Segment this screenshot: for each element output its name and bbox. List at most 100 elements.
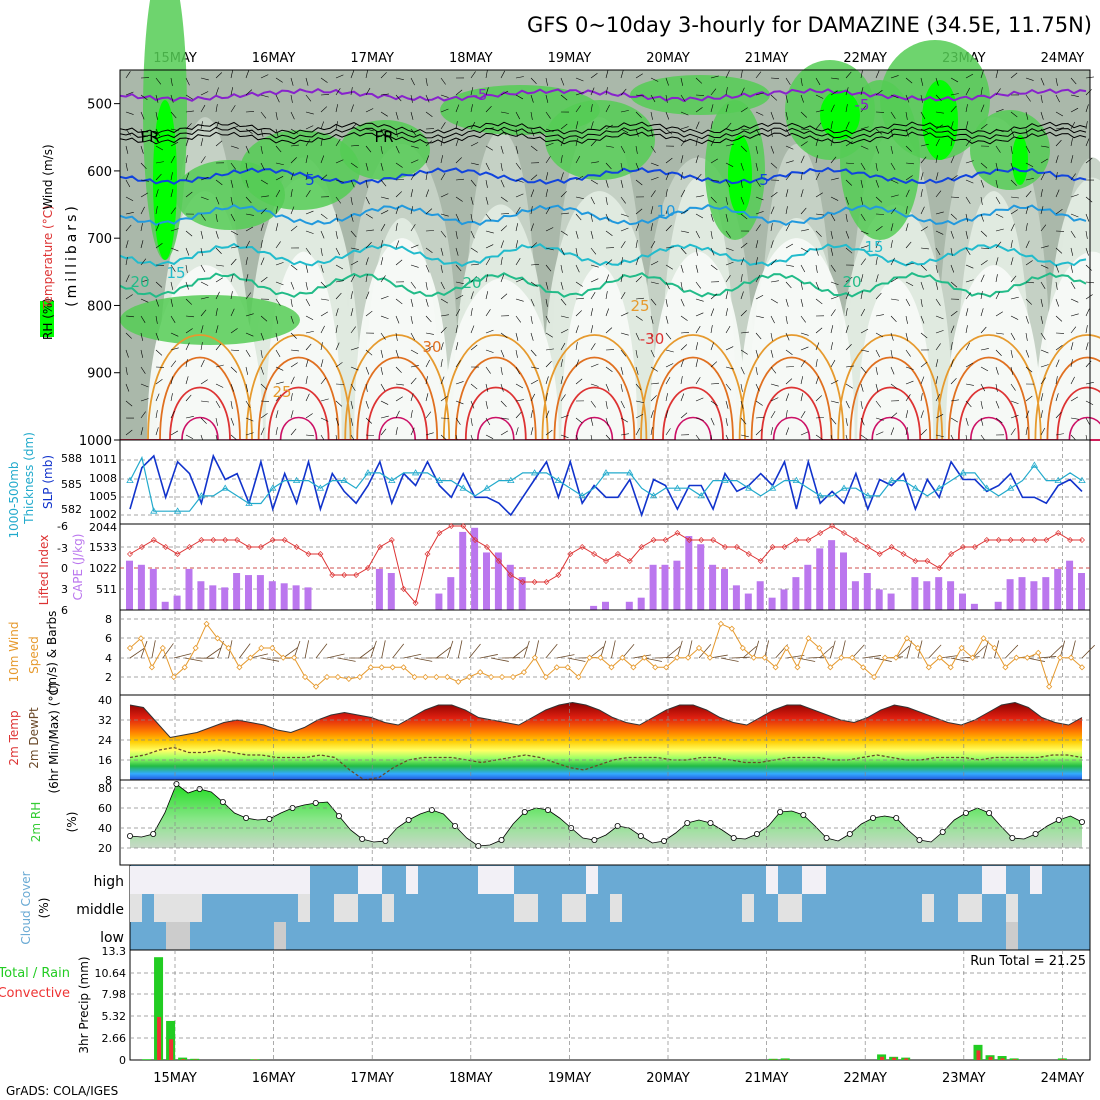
precip-total-bar [154, 957, 164, 1060]
wind-barb [1040, 128, 1047, 136]
wind-barb [245, 89, 253, 96]
wind-barb [530, 111, 533, 120]
wind10-barb [753, 640, 760, 659]
wind-barb [635, 240, 638, 249]
wind-barb [560, 376, 564, 385]
wind-barb [680, 94, 686, 102]
wind-barb [440, 434, 448, 441]
wind-barb [1085, 417, 1091, 426]
wind-barb [1070, 376, 1075, 385]
li-mark [127, 551, 133, 557]
wind-barb [545, 172, 549, 181]
wind-barb [680, 155, 684, 164]
precip-total-bar [142, 1059, 151, 1060]
cape-bar [685, 536, 693, 610]
rh-mark [591, 837, 598, 844]
temp-label-2: 2m DewPt [27, 707, 41, 769]
wind-barb [680, 332, 689, 334]
cloud-cell [238, 866, 250, 894]
cloud-cell [178, 866, 190, 894]
wind-speed-mark [892, 654, 900, 661]
wind-barb [995, 228, 1004, 232]
wind-barb [170, 360, 177, 368]
li-tick: -6 [57, 520, 68, 533]
wind-barb [155, 298, 160, 307]
wind10-barb [1038, 656, 1057, 659]
wind10-barb [720, 657, 739, 662]
li-mark [246, 544, 252, 550]
wind-barb [410, 427, 415, 436]
wind-barb [1025, 94, 1031, 102]
wind-barb [995, 366, 999, 375]
li-mark [1031, 537, 1038, 543]
wind10-barb [140, 640, 148, 659]
wind-barb [200, 296, 209, 300]
wind-barb [365, 366, 370, 375]
wind10-barb [895, 645, 910, 659]
thickness-mark [459, 484, 467, 491]
precip-tick: 0 [119, 1054, 126, 1067]
wind-barb [320, 311, 329, 317]
wind-barb [755, 332, 762, 340]
wind-barb [560, 212, 569, 215]
wind10-barb [863, 655, 882, 659]
cape-bar [1078, 573, 1085, 610]
wind-barb [800, 346, 809, 351]
wind-barb [485, 70, 488, 79]
wind-barb [410, 315, 413, 324]
wind-barb [260, 207, 267, 215]
wind-barb [470, 417, 473, 426]
wind-barb [785, 298, 789, 307]
wind-barb [770, 315, 775, 324]
wind-barb [1040, 264, 1049, 269]
li-mark [674, 530, 681, 536]
wind-barb [350, 308, 354, 317]
wind-barb [590, 247, 597, 255]
wind-barb [260, 413, 268, 419]
cloud-cell [166, 866, 178, 894]
wind-barb [275, 349, 281, 358]
cloud-cell [274, 922, 286, 950]
wind-barb [320, 247, 323, 256]
cloud-cell [970, 894, 982, 922]
wind-barb [260, 128, 264, 137]
wind10-barb [655, 656, 674, 659]
wind-barb [230, 308, 235, 317]
wind-barb [500, 366, 503, 375]
wind-barb [350, 347, 359, 351]
wind-barb [230, 291, 233, 300]
li-mark [876, 551, 883, 557]
wind-barb [635, 400, 644, 403]
cape-bar [268, 581, 276, 610]
wind-barb [170, 155, 176, 164]
wind-barb [185, 315, 194, 318]
wind-barb [650, 332, 653, 341]
li-mark [1055, 530, 1062, 536]
wind-barb [545, 206, 551, 215]
wind-barb [935, 264, 938, 273]
wind-barb [740, 274, 743, 283]
wind-barb [695, 121, 700, 130]
wind-barb [440, 94, 449, 98]
wind-barb [410, 189, 413, 198]
wind-barb [950, 247, 953, 256]
wind-barb [770, 410, 776, 419]
wind-speed-mark [925, 664, 932, 671]
wind-barb [215, 277, 223, 283]
wind-barb [335, 74, 344, 79]
wind-barb [815, 109, 824, 113]
wind-barb [350, 104, 354, 113]
wind-barb [710, 121, 713, 130]
wind-barb [200, 138, 204, 147]
cape-bar [732, 585, 740, 610]
slp-tick: 1008 [89, 472, 117, 485]
wind-barb [410, 410, 413, 419]
wind-barb [290, 376, 295, 385]
temp-contour [119, 121, 1087, 135]
cloud-cell [190, 894, 202, 922]
wind-barb [935, 343, 941, 351]
wind-barb [920, 393, 923, 402]
cape-tick: 511 [96, 583, 117, 596]
cape-tick: 2044 [89, 521, 117, 534]
thickness-mark [697, 492, 705, 499]
